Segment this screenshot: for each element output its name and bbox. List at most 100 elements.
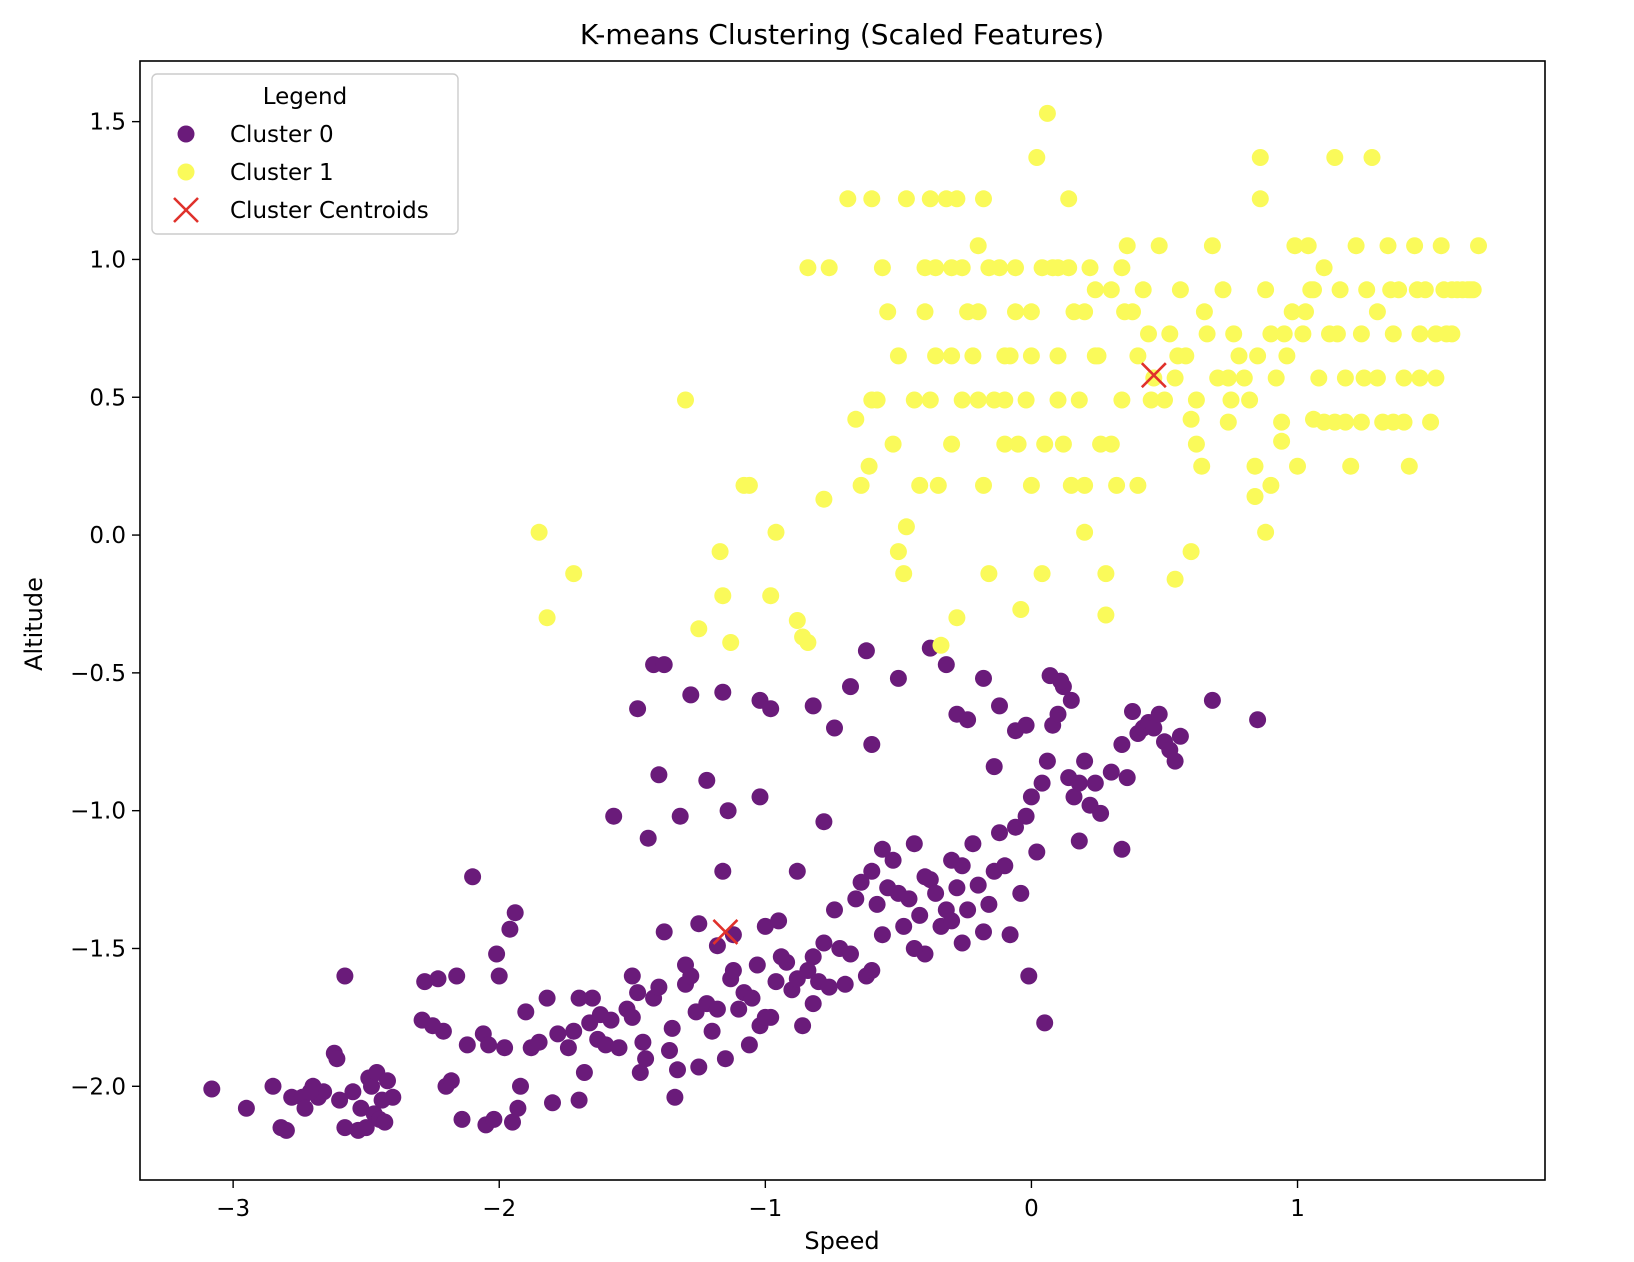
cluster-0-point (416, 973, 434, 991)
cluster-1-point (1246, 488, 1264, 505)
y-tick-label: 0.0 (89, 523, 126, 549)
cluster-0-point (980, 895, 998, 913)
cluster-0-point (610, 1039, 628, 1057)
cluster-1-point (873, 259, 891, 277)
cluster-0-point (708, 937, 726, 955)
cluster-1-point (929, 476, 947, 494)
legend-marker-2-stroke-b (173, 197, 199, 223)
cluster-1-point (1036, 435, 1054, 453)
cluster-0-point (1049, 705, 1067, 723)
cluster-1-point (980, 565, 998, 583)
cluster-0-point (429, 970, 447, 988)
cluster-1-point (1009, 435, 1027, 453)
cluster-1-point (1118, 237, 1136, 255)
cluster-1-point (1400, 457, 1418, 475)
x-axis: −3 −2 −1 0 1 (216, 1180, 1305, 1222)
cluster-0-point (597, 1036, 615, 1054)
cluster-1-point (1427, 325, 1445, 343)
cluster-1-point (1273, 432, 1291, 450)
cluster-1-point (1108, 476, 1126, 494)
cluster-1-point (1462, 281, 1479, 299)
cluster-0-point (264, 1077, 282, 1095)
cluster-0-point (1092, 804, 1110, 822)
cluster-1-point (1315, 259, 1333, 277)
legend-box (151, 73, 459, 235)
cluster-0-point (911, 906, 929, 924)
cluster-1-point (1249, 347, 1267, 365)
cluster-0-point (488, 945, 506, 963)
cluster-0-point (480, 1036, 498, 1054)
cluster-0-point (1102, 763, 1120, 781)
cluster-0-point (873, 926, 891, 944)
cluster-1-point (863, 391, 881, 409)
cluster-1-point (1028, 149, 1046, 166)
cluster-1-point (1150, 237, 1168, 255)
cluster-0-point (296, 1099, 314, 1117)
cluster-1-point (1222, 391, 1240, 409)
cluster-1-point (1283, 303, 1301, 321)
x-tick-label: −3 (216, 1196, 250, 1222)
cluster-0-point (985, 758, 1003, 776)
cluster-1-point (1049, 391, 1067, 409)
cluster-0-point (661, 1042, 678, 1059)
cluster-0-point (815, 813, 833, 831)
cluster-1-point (921, 391, 939, 409)
cluster-0-point (464, 868, 482, 886)
cluster-0-point (943, 851, 961, 869)
cluster-0-point (336, 1119, 354, 1137)
cluster-1-point (1140, 325, 1157, 343)
cluster-1-point (1129, 476, 1147, 494)
cluster-1-point (1257, 281, 1275, 299)
cluster-0-point (770, 912, 788, 930)
cluster-0-point (203, 1080, 221, 1098)
cluster-0-point (565, 1022, 583, 1040)
cluster-1-point (1169, 347, 1187, 365)
cluster-1-point (1145, 369, 1163, 387)
cluster-1-point (1076, 303, 1094, 321)
cluster-1-point (1203, 237, 1221, 255)
cluster-0-point (959, 711, 977, 729)
cluster-1-point (820, 259, 838, 277)
cluster-0-point (509, 1099, 527, 1117)
cluster-1-point (839, 190, 857, 208)
cluster-1-point (1007, 259, 1024, 277)
cluster-0-point (716, 1050, 734, 1068)
cluster-1-point (1022, 347, 1040, 365)
cluster-1-point (538, 609, 556, 627)
cluster-0-point (743, 989, 761, 1007)
cluster-0-point (873, 840, 891, 858)
y-tick-label: −1.5 (70, 936, 126, 962)
cluster-0-point (506, 904, 524, 922)
cluster-1-point (1422, 413, 1440, 431)
cluster-1-point (1427, 369, 1445, 387)
cluster-0-point (1028, 843, 1046, 861)
cluster-0-point (847, 890, 865, 908)
cluster-1-point (1022, 476, 1040, 494)
cluster-1-point (1225, 325, 1243, 343)
y-axis: −2.0 −1.5 −1.0 −0.5 0.0 0.5 1.0 1.5 (70, 110, 140, 1100)
cluster-0-point (730, 1000, 748, 1018)
cluster-1-point (1166, 369, 1184, 387)
cluster-1-point (1156, 391, 1173, 409)
cluster-0-point (1145, 719, 1163, 737)
cluster-1-point (964, 347, 982, 365)
cluster-0-point (826, 901, 843, 919)
cluster-1-point (1214, 281, 1232, 299)
cluster-0-point (964, 835, 982, 853)
cluster-0-point (1012, 884, 1030, 902)
cluster-1-point (1299, 237, 1317, 255)
series-cluster-0 (203, 639, 1267, 1139)
cluster-1-point (905, 391, 923, 409)
cluster-1-point (1435, 281, 1453, 299)
cluster-0-point (376, 1113, 394, 1131)
cluster-0-point (485, 1110, 503, 1128)
cluster-0-point (363, 1077, 380, 1095)
cluster-0-point (1036, 1014, 1054, 1032)
cluster-0-point (1007, 818, 1024, 836)
cluster-1-point (969, 237, 987, 255)
cluster-0-point (900, 890, 918, 908)
cluster-1-point (1382, 281, 1400, 299)
cluster-0-point (724, 926, 742, 944)
cluster-0-point (1086, 774, 1104, 792)
cluster-0-point (690, 915, 708, 933)
